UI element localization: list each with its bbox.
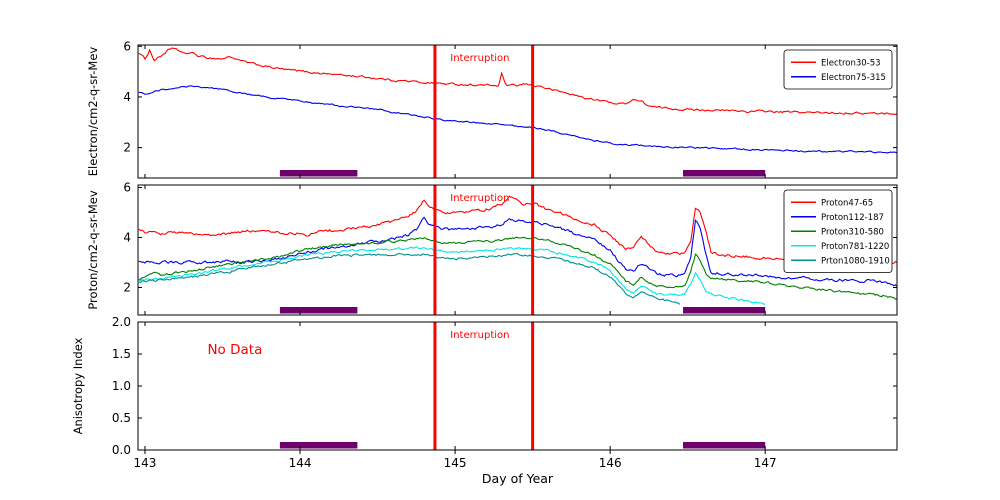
coverage-bar xyxy=(279,442,358,449)
x-tick-label: 144 xyxy=(289,456,312,470)
y-tick-label: 4 xyxy=(123,90,131,104)
interruption-annotation: Interruption xyxy=(450,193,509,204)
legend: Proton47-65 Proton112-187 Proton310-580 Pro… xyxy=(783,189,893,273)
legend-label: Proton781-1220 xyxy=(821,242,889,252)
proton-flux-panel: Interruption 2 4 6 Proton/cm2-q-sr-Mev Proton… xyxy=(86,181,898,316)
y-axis-label: Electron/cm2-q-sr-Mev xyxy=(86,47,100,177)
series-Proton310-580 xyxy=(138,236,897,300)
legend-label: Proton47-65 xyxy=(821,198,873,208)
legend-label: Electron30-53 xyxy=(821,58,881,68)
no-data-label: No Data xyxy=(207,342,262,358)
legend-label: Prton1080-1910 xyxy=(821,256,890,266)
y-tick-label: 6 xyxy=(123,39,131,53)
x-tick-label: 143 xyxy=(134,456,157,470)
y-tick-label: 2 xyxy=(123,281,131,295)
legend: Electron30-53 Electron75-315 xyxy=(783,49,893,90)
legend-label: Proton310-580 xyxy=(821,227,884,237)
interruption-annotation: Interruption xyxy=(450,330,509,341)
y-tick-label: 4 xyxy=(123,231,131,245)
series-Prton1080-1910 xyxy=(138,252,681,305)
interruption-annotation: Interruption xyxy=(450,53,509,64)
coverage-bar xyxy=(279,170,358,177)
y-axis-label: Proton/cm2-q-sr-Mev xyxy=(86,190,100,310)
y-tick-label: 1.0 xyxy=(112,379,131,393)
series-Proton112-187 xyxy=(138,216,897,287)
anisotropy-panel: Interruption No Data 143 144 145 146 147 0.0 0.5… xyxy=(71,315,898,470)
coverage-bar xyxy=(279,307,358,314)
x-tick-label: 146 xyxy=(599,456,622,470)
y-tick-label: 1.5 xyxy=(112,347,131,361)
electron-flux-panel: Interruption 2 4 6 Electron/cm2-q-sr-Mev Elec… xyxy=(86,39,898,179)
series-Proton781-1220 xyxy=(138,246,766,306)
y-tick-label: 2.0 xyxy=(112,315,131,329)
y-tick-label: 6 xyxy=(123,181,131,195)
coverage-bar xyxy=(683,442,766,449)
x-tick-label: 145 xyxy=(444,456,467,470)
y-tick-label: 2 xyxy=(123,141,131,155)
y-tick-label: 0.5 xyxy=(112,411,131,425)
x-axis-label: Day of Year xyxy=(482,471,554,486)
coverage-bar xyxy=(683,307,766,314)
legend-label: Proton112-187 xyxy=(821,213,884,223)
y-tick-label: 0.0 xyxy=(112,443,131,457)
legend-label: Electron75-315 xyxy=(821,73,886,83)
coverage-bar xyxy=(683,170,766,177)
series-Electron75-315 xyxy=(138,85,897,154)
y-axis-label: Anisotropy Index xyxy=(71,337,85,434)
x-tick-label: 147 xyxy=(754,456,777,470)
series-Proton47-65 xyxy=(138,195,897,265)
series-Electron30-53 xyxy=(138,47,897,116)
